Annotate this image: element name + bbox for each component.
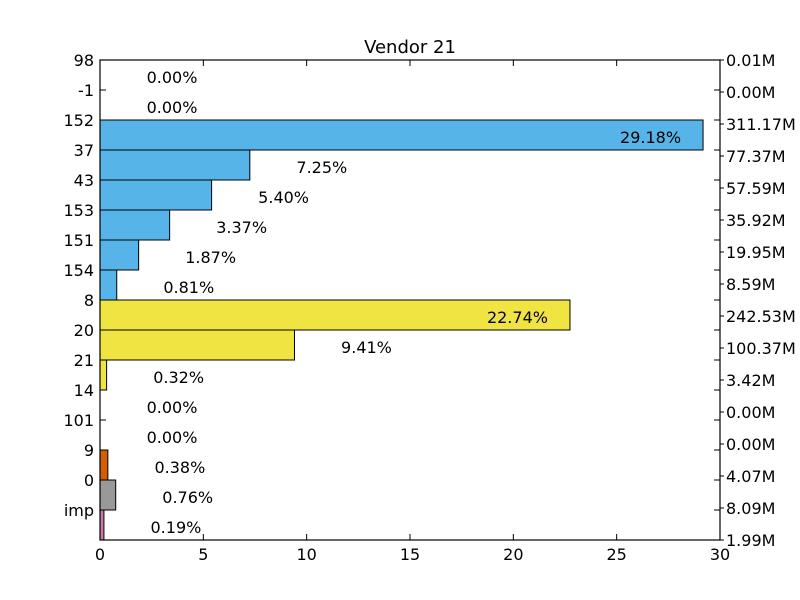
- right-label-37: 77.37M: [726, 147, 786, 166]
- percent-labels-group: 0.00% 0.00% 29.18% 7.25% 5.40% 3.37% 1.87% 0.81…: [147, 68, 681, 537]
- percent-label-9: 0.38%: [154, 458, 205, 477]
- right-label-8: 242.53M: [726, 307, 796, 326]
- bar-37: [99, 149, 251, 181]
- right-label-20: 100.37M: [726, 339, 796, 358]
- y-tick-label-101: 101: [63, 411, 94, 430]
- percent-label-imp: 0.19%: [151, 518, 202, 537]
- x-tick-label-0: 0: [95, 545, 105, 564]
- bar-8: [99, 299, 571, 331]
- y-axis-ticks: 98 -1 152 37 43 153 151 154 8 20 21 14 101 9 0 imp: [63, 51, 720, 520]
- y-tick-label-imp: imp: [64, 501, 94, 520]
- plot-frame: [99, 59, 721, 541]
- y-tick-label-21: 21: [74, 351, 94, 370]
- y-tick-label-14: 14: [74, 381, 94, 400]
- percent-label-152: 29.18%: [620, 128, 681, 147]
- y-tick-label-154: 154: [63, 261, 94, 280]
- percent-label--1: 0.00%: [147, 98, 198, 117]
- bars-group: [99, 119, 704, 541]
- percent-label-21: 0.32%: [153, 368, 204, 387]
- x-tick-label-25: 25: [606, 545, 626, 564]
- right-label-154: 8.59M: [726, 275, 775, 294]
- bar-0: [99, 479, 117, 511]
- right-label--1: 0.00M: [726, 83, 775, 102]
- bar-20: [99, 329, 295, 361]
- bar-43: [99, 179, 213, 211]
- y-tick-label-37: 37: [74, 141, 94, 160]
- x-tick-label-20: 20: [503, 545, 523, 564]
- percent-label-8: 22.74%: [487, 308, 548, 327]
- x-tick-label-15: 15: [400, 545, 420, 564]
- y-tick-label-0: 0: [84, 471, 94, 490]
- right-label-0: 8.09M: [726, 499, 775, 518]
- right-label-21: 3.42M: [726, 371, 775, 390]
- bar-152: [99, 119, 704, 151]
- y-tick-label--1: -1: [78, 81, 94, 100]
- right-label-43: 57.59M: [726, 179, 786, 198]
- right-label-153: 35.92M: [726, 211, 786, 230]
- right-label-101: 0.00M: [726, 435, 775, 454]
- right-label-14: 0.00M: [726, 403, 775, 422]
- bar-21: [99, 359, 108, 391]
- y-tick-label-8: 8: [84, 291, 94, 310]
- y-tick-label-20: 20: [74, 321, 94, 340]
- x-tick-label-10: 10: [296, 545, 316, 564]
- right-label-152: 311.17M: [726, 115, 796, 134]
- right-label-98: 0.01M: [726, 51, 775, 70]
- percent-label-151: 1.87%: [185, 248, 236, 267]
- percent-label-0: 0.76%: [162, 488, 213, 507]
- bar-153: [99, 209, 171, 241]
- percent-label-154: 0.81%: [163, 278, 214, 297]
- y-tick-label-9: 9: [84, 441, 94, 460]
- right-label-151: 19.95M: [726, 243, 786, 262]
- x-tick-label-30: 30: [710, 545, 730, 564]
- right-label-9: 4.07M: [726, 467, 775, 486]
- percent-label-14: 0.00%: [147, 398, 198, 417]
- y-tick-label-98: 98: [74, 51, 94, 70]
- percent-label-37: 7.25%: [296, 158, 347, 177]
- y-tick-label-43: 43: [74, 171, 94, 190]
- y-tick-label-153: 153: [63, 201, 94, 220]
- y-tick-label-151: 151: [63, 231, 94, 250]
- x-tick-label-5: 5: [198, 545, 208, 564]
- percent-label-98: 0.00%: [147, 68, 198, 87]
- chart-title: Vendor 21: [364, 37, 456, 58]
- right-axis-ticks: 0.01M 0.00M 311.17M 77.37M 57.59M 35.92M 19.95…: [720, 51, 796, 550]
- y-tick-label-152: 152: [63, 111, 94, 130]
- bar-151: [99, 239, 140, 271]
- percent-label-101: 0.00%: [147, 428, 198, 447]
- bar-9: [99, 449, 109, 481]
- bar-154: [99, 269, 118, 301]
- percent-label-153: 3.37%: [216, 218, 267, 237]
- percent-label-20: 9.41%: [341, 338, 392, 357]
- percent-label-43: 5.40%: [258, 188, 309, 207]
- right-label-imp: 1.99M: [726, 531, 775, 550]
